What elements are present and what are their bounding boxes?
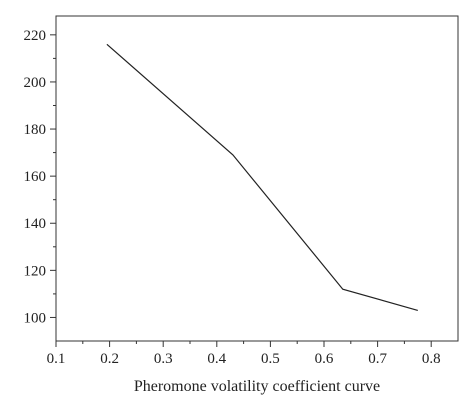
series-line (106, 43, 418, 311)
y-tick-label: 200 (24, 75, 47, 91)
x-tick-label: 0.6 (315, 351, 334, 367)
series-layer (106, 43, 418, 311)
x-tick-label: 0.4 (207, 351, 226, 367)
x-tick-label: 0.1 (47, 351, 66, 367)
plot-border (55, 15, 459, 342)
x-tick-label: 0.2 (100, 351, 119, 367)
x-axis-title: Pheromone volatility coefficient curve (134, 378, 380, 395)
y-tick-label: 160 (24, 169, 47, 185)
y-tick-label: 220 (24, 28, 47, 44)
plot-frame (55, 15, 459, 342)
y-tick-label: 180 (24, 122, 47, 138)
x-tick-label: 0.5 (261, 351, 280, 367)
x-axis-ticks: 0.1 0.2 0.3 0.4 0.5 0.6 0.7 0.8 (47, 341, 441, 367)
x-tick-label: 0.8 (422, 351, 441, 367)
x-tick-label: 0.7 (368, 351, 387, 367)
y-axis-ticks: 100 120 140 160 180 200 220 (24, 28, 56, 326)
y-tick-label: 140 (24, 216, 47, 232)
x-tick-label: 0.3 (154, 351, 173, 367)
y-tick-label: 120 (24, 263, 47, 279)
y-tick-label: 100 (24, 310, 47, 326)
